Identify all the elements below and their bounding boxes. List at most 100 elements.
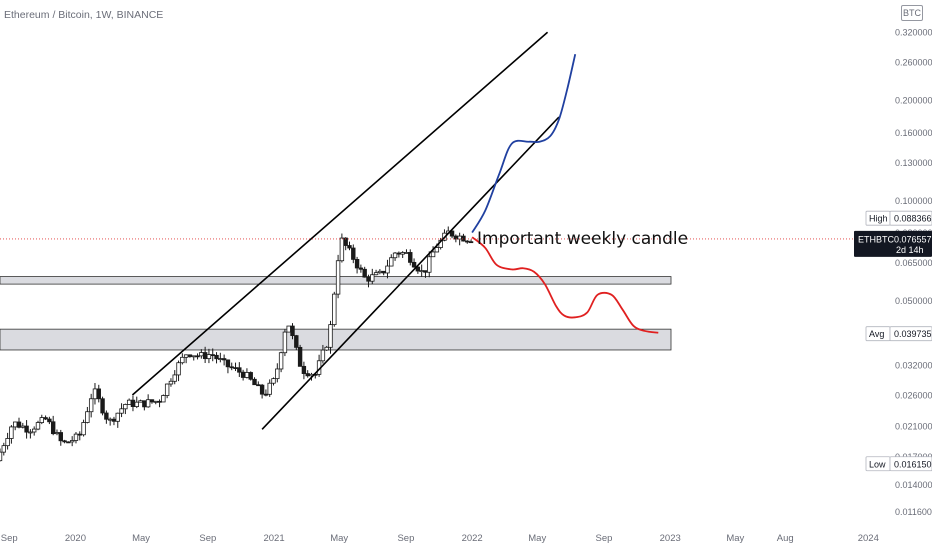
candle-body xyxy=(229,366,234,369)
candle-body xyxy=(366,276,371,282)
low-price-label: Low xyxy=(869,459,886,469)
candle-body xyxy=(153,400,158,403)
candle-body xyxy=(176,362,181,376)
candle-body xyxy=(396,252,402,255)
x-tick-label: May xyxy=(330,533,348,544)
candle-body xyxy=(294,335,299,348)
candle-body xyxy=(206,354,212,360)
candle-body xyxy=(100,398,105,414)
candle-body xyxy=(263,393,269,396)
projection-curves xyxy=(471,53,659,334)
candle-body xyxy=(404,252,409,254)
candle-body xyxy=(225,359,231,368)
candle-body xyxy=(172,374,177,382)
candle-body xyxy=(381,270,386,274)
candle-body xyxy=(305,373,310,377)
countdown-label: 2d 14h xyxy=(896,245,924,255)
y-tick-label: 0.320000 xyxy=(895,28,932,38)
candle-body xyxy=(9,426,14,439)
candle-body xyxy=(96,388,101,400)
candle-body xyxy=(419,270,424,273)
x-tick-label: 2021 xyxy=(263,533,284,544)
candle-body xyxy=(320,349,326,362)
time-axis-bg xyxy=(0,526,932,550)
high-price-box xyxy=(889,210,932,226)
last-price-label: ETHBTC xyxy=(858,234,895,244)
candle-body xyxy=(199,352,204,357)
candle-body xyxy=(73,433,79,441)
candle-body xyxy=(16,421,22,428)
y-tick-label: 0.032000 xyxy=(895,360,932,370)
x-tick-label: May xyxy=(132,533,150,544)
x-tick-label: Sep xyxy=(199,533,216,544)
candle-body xyxy=(427,256,432,273)
candle-body xyxy=(111,418,117,422)
x-tick-label: May xyxy=(726,533,744,544)
y-tick-label: 0.021000 xyxy=(895,421,932,431)
candle-body xyxy=(115,412,120,422)
candle-body xyxy=(347,245,352,249)
time-axis[interactable]: Sep 2020 May Sep 2021 May Sep 2022 May Sep 2023 May… xyxy=(0,526,932,550)
avg-price-box xyxy=(889,326,932,342)
candle-body xyxy=(161,395,166,403)
trend-lines xyxy=(0,31,890,430)
candle-body xyxy=(339,237,345,262)
candle-body xyxy=(370,274,375,282)
candle-body xyxy=(400,252,405,255)
candle-body xyxy=(126,399,132,405)
candle-body xyxy=(282,331,288,354)
x-tick-label: 2023 xyxy=(660,533,681,544)
avg-price-value: 0.039735 xyxy=(894,329,932,339)
symbol-title: Ethereum / Bitcoin, 1W, BINANCE xyxy=(4,9,164,21)
candle-body xyxy=(85,411,90,423)
candle-body xyxy=(271,378,276,384)
candle-body xyxy=(130,399,136,407)
x-tick-label: May xyxy=(528,533,546,544)
candle-body xyxy=(69,440,75,443)
candle-body xyxy=(202,352,208,360)
y-tick-label: 0.065000 xyxy=(895,258,932,268)
candle-body xyxy=(81,422,86,436)
currency-badge[interactable]: BTC xyxy=(901,5,923,21)
y-tick-label: 0.011600 xyxy=(895,507,932,517)
candle-body xyxy=(62,440,67,443)
candle-body xyxy=(392,252,398,259)
price-labels: High 0.088366 Avg 0.039735 Low 0.016150 ETHBTC… xyxy=(854,210,932,472)
candle-body xyxy=(453,235,459,240)
candle-body xyxy=(430,251,436,258)
candle-body xyxy=(354,258,360,269)
y-tick-label: 0.160000 xyxy=(895,128,932,138)
candle-body xyxy=(0,451,3,462)
x-tick-label: Sep xyxy=(596,533,613,544)
channel-lower-line xyxy=(261,116,560,430)
candle-body xyxy=(31,428,37,433)
candle-body xyxy=(332,293,337,326)
y-tick-label: 0.260000 xyxy=(895,58,932,68)
y-tick-label: 0.050000 xyxy=(895,296,932,306)
candle-body xyxy=(389,257,394,267)
last-price-value: 0.076557 xyxy=(894,234,932,244)
candle-body xyxy=(50,421,56,435)
candle-body xyxy=(123,404,128,410)
annotation-text: Important weekly candle xyxy=(477,229,688,249)
candle-body xyxy=(107,418,113,421)
candle-body xyxy=(237,367,242,373)
candle-body xyxy=(259,384,265,395)
y-tick-label: 0.130000 xyxy=(895,158,932,168)
candle-body xyxy=(343,237,348,246)
x-tick-label: 2020 xyxy=(65,533,86,544)
candle-body xyxy=(138,400,143,403)
candle-body xyxy=(43,417,48,420)
candle-body xyxy=(54,432,60,435)
high-price-label: High xyxy=(869,214,888,224)
candle-body xyxy=(434,247,440,253)
candle-body xyxy=(301,365,307,374)
candle-body xyxy=(119,408,124,414)
candle-body xyxy=(373,272,379,276)
candle-body xyxy=(24,425,29,433)
candle-body xyxy=(1,445,6,453)
candle-body xyxy=(92,388,98,400)
candle-body xyxy=(362,268,367,278)
candle-body xyxy=(324,346,329,351)
